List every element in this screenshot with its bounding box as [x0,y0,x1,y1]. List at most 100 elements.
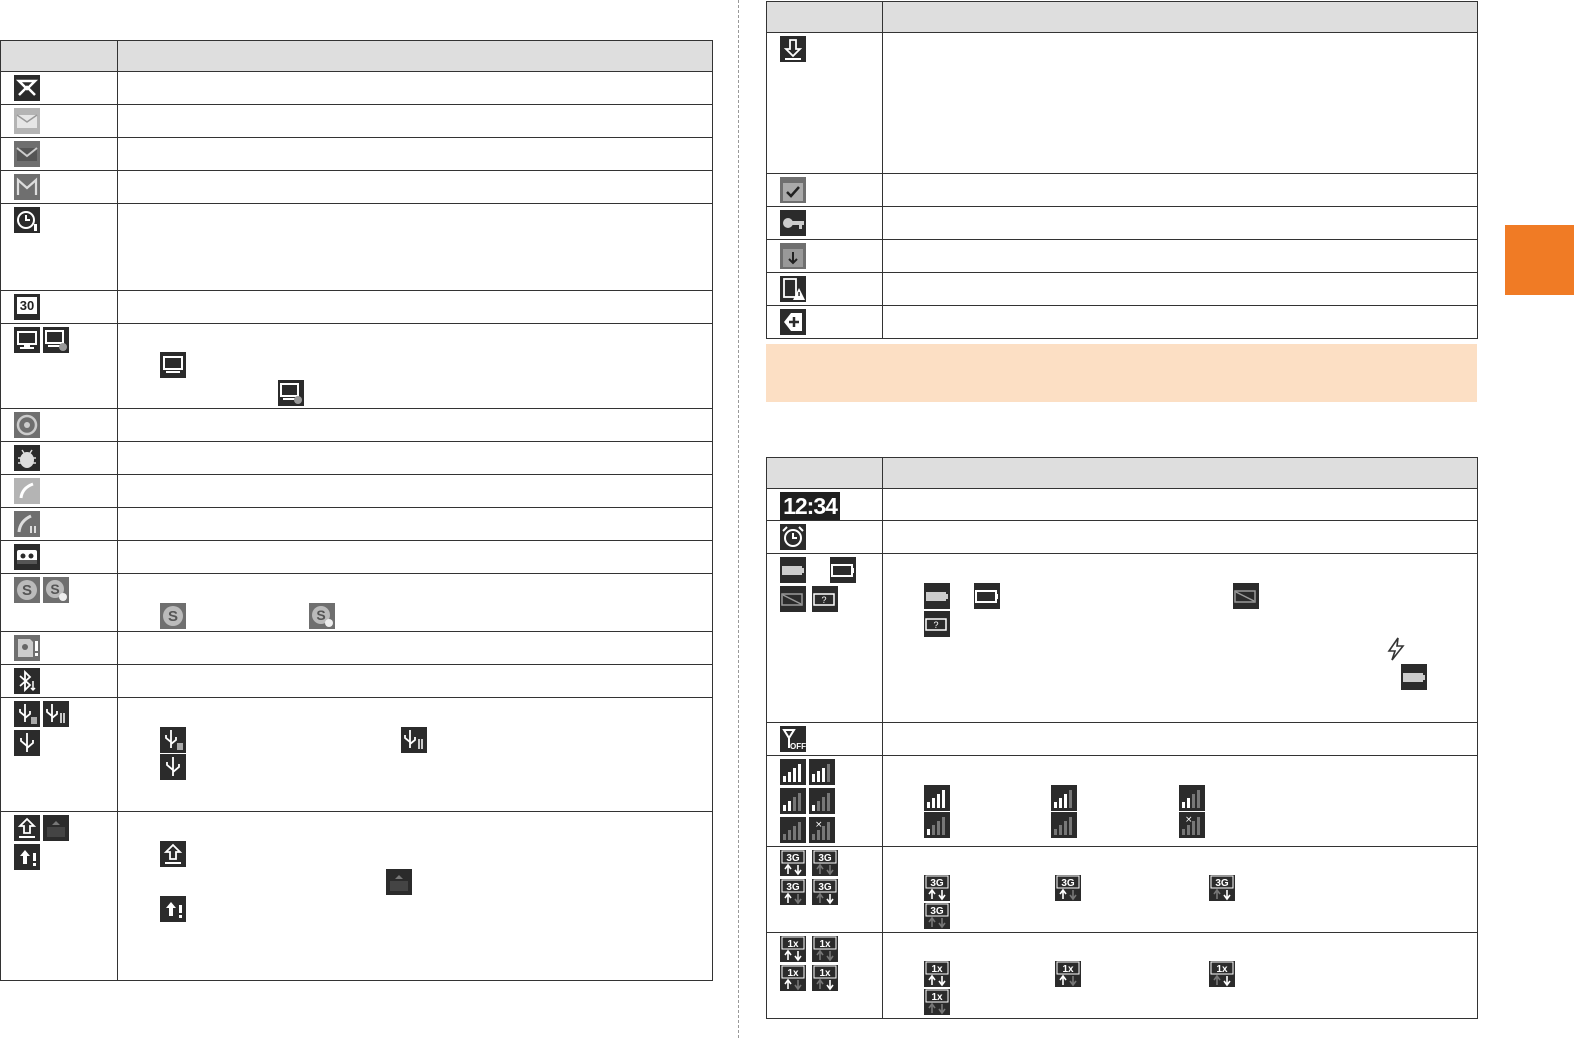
row-description [117,290,713,324]
table-row [0,408,713,442]
battery-unknown-icon: ? [924,611,950,637]
table-row [0,323,713,409]
skype-icon: S [14,577,40,603]
row-description [117,408,713,442]
table-row: × × [766,755,1478,847]
table-row [766,239,1478,273]
signal-none-icon [1051,812,1077,838]
signal-off-icon: OFF [780,726,806,752]
svg-text:1x: 1x [931,964,943,975]
row-description [117,811,713,981]
row-description [117,474,713,508]
signal-one-bar-icon [924,812,950,838]
3g-data-download-icon: 3G [1209,875,1235,901]
signal-mid-icon [1051,785,1077,811]
no-service-icon: × [809,817,835,843]
chapter-tab [1505,225,1574,295]
1x-data-upload-icon: 1x [780,965,806,991]
svg-text:S: S [22,582,32,599]
device-warning-icon [780,276,806,302]
row-description: S S [117,573,713,632]
battery-full-icon [1401,664,1427,690]
signal-full-icon [780,759,806,785]
row-description [117,71,713,105]
voicemail-icon [14,544,40,570]
svg-text:1x: 1x [931,992,943,1003]
table-row [0,71,713,105]
signal-full-icon [809,759,835,785]
svg-text:1x: 1x [1216,964,1228,975]
svg-text:1x: 1x [787,939,799,950]
column-header-icon [0,40,118,72]
table-row [766,32,1478,174]
row-description [882,488,1478,521]
table-header [766,1,1478,33]
table-row [766,305,1478,339]
svg-text:1x: 1x [819,939,831,950]
row-description [117,170,713,204]
battery-unknown-icon: ? [812,586,838,612]
row-description [117,540,713,574]
usb-data-icon [401,727,427,753]
table-row [766,173,1478,207]
right-top-icon-table [766,1,1478,339]
svg-text:×: × [1185,815,1193,825]
1x-data-upload-icon: 1x [1055,961,1081,987]
3g-data-download-icon: 3G [812,879,838,905]
3g-data-idle-icon: 3G [812,850,838,876]
table-row [0,697,713,812]
svg-text:S: S [168,608,178,625]
table-header [0,40,713,72]
svg-text:3G: 3G [930,906,944,917]
install-complete-icon [780,177,806,203]
3g-data-upload-icon: 3G [780,879,806,905]
svg-text:1x: 1x [819,968,831,979]
table-row: 3G 3G 3G 3G 3G 3G 3G 3G [766,846,1478,933]
row-description [117,697,713,812]
table-row [0,137,713,171]
3g-data-idle-icon: 3G [924,903,950,929]
table-row: ? ? [766,553,1478,723]
svg-text:1x: 1x [787,968,799,979]
battery-missing-icon [780,586,806,612]
row-description [882,239,1478,273]
table-row [0,474,713,508]
row-description [882,722,1478,756]
row-description [882,305,1478,339]
download-icon [780,36,806,62]
1x-data-download-icon: 1x [812,965,838,991]
table-row [0,104,713,138]
1x-data-idle-icon: 1x [812,936,838,962]
row-description [117,323,713,409]
mail-envelope-icon [14,141,40,167]
row-description: ? [882,553,1478,723]
update-icon [780,243,806,269]
alarm-icon [780,524,806,550]
signal-mid-icon [780,788,806,814]
svg-text:3G: 3G [786,882,800,893]
column-header-description [117,40,713,72]
bluetooth-transfer-icon [14,668,40,694]
row-description [117,631,713,665]
clock-icon: 12:34 [780,492,840,520]
calendar-icon: 30 [14,294,40,320]
table-row [766,206,1478,240]
1x-data-active-icon: 1x [780,936,806,962]
signal-full-icon [924,785,950,811]
battery-empty-icon [974,583,1000,609]
key-icon [780,210,806,236]
column-header-description [882,1,1478,33]
mail-missed-icon [14,75,40,101]
alarm-alert-icon [14,207,40,233]
row-description [882,173,1478,207]
upload-icon [160,841,186,867]
call-icon [14,478,40,504]
table-row: 1x 1x 1x 1x 1x 1x 1x 1x [766,932,1478,1019]
gmail-icon [14,174,40,200]
svg-text:OFF: OFF [790,742,806,751]
page-divider [738,0,739,1038]
svg-text:3G: 3G [786,853,800,864]
column-header-icon [766,1,883,33]
usb-icon [160,754,186,780]
